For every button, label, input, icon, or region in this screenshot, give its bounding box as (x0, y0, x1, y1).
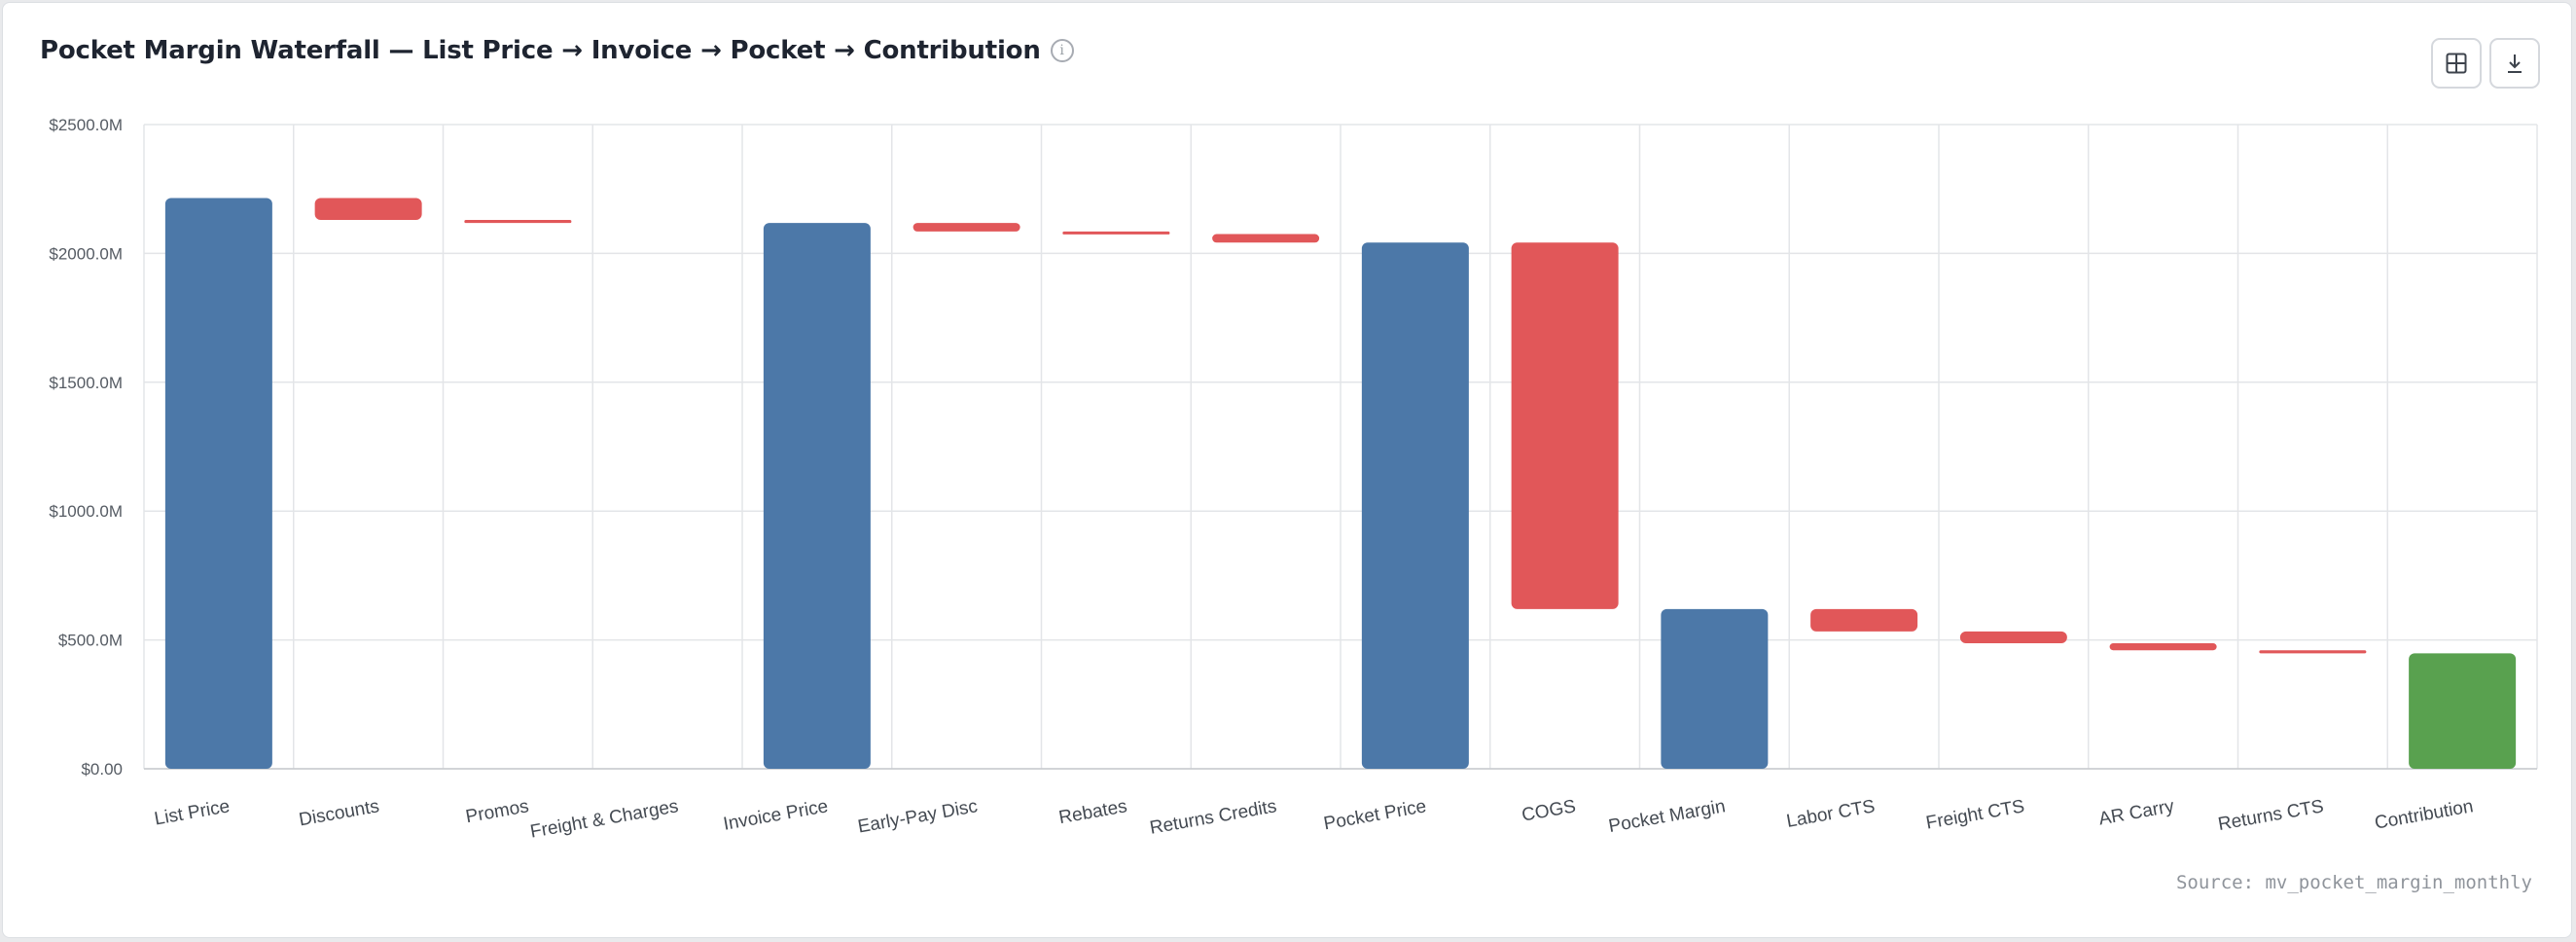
chart-title: Pocket Margin Waterfall — List Price → I… (40, 36, 1041, 65)
y-tick-label: $500.0M (58, 632, 123, 650)
x-tick-label: List Price (153, 796, 232, 829)
waterfall-bar (164, 198, 272, 769)
x-tick-label: Early-Pay Disc (856, 796, 979, 837)
waterfall-bar (1959, 631, 2067, 644)
waterfall-bar (1361, 242, 1469, 770)
table-grid-icon (2446, 53, 2467, 74)
waterfall-bar (1661, 608, 1769, 769)
waterfall-bar (2409, 653, 2517, 769)
x-tick-label: Rebates (1057, 796, 1128, 828)
download-icon (2508, 54, 2522, 73)
x-tick-label: Contribution (2373, 796, 2475, 833)
waterfall-bar (1810, 608, 1918, 632)
waterfall-bar (314, 198, 422, 220)
x-tick-label: Discounts (298, 796, 381, 830)
x-tick-label: Returns CTS (2216, 796, 2325, 835)
title-row: Pocket Margin Waterfall — List Price → I… (40, 36, 1074, 65)
waterfall-bar (1212, 234, 1320, 243)
x-tick-label: COGS (1521, 796, 1578, 825)
source-caption: Source: mv_pocket_margin_monthly (2175, 872, 2532, 893)
waterfall-bar (1062, 231, 1170, 235)
download-button[interactable] (2489, 38, 2540, 89)
waterfall-bar (464, 219, 572, 224)
x-tick-label: Pocket Price (1322, 796, 1428, 834)
waterfall-bar (763, 223, 871, 770)
waterfall-bar (2259, 650, 2367, 654)
y-tick-label: $1000.0M (49, 502, 123, 521)
x-tick-label: Freight CTS (1924, 796, 2026, 833)
x-tick-label: Returns Credits (1148, 796, 1278, 839)
table-view-button[interactable] (2431, 38, 2482, 89)
x-tick-label: Pocket Margin (1607, 796, 1727, 837)
x-tick-label: Freight & Charges (529, 796, 680, 842)
y-tick-label: $2500.0M (49, 116, 123, 134)
y-tick-label: $0.00 (81, 760, 123, 779)
waterfall-bar (912, 223, 1020, 232)
x-tick-label: Invoice Price (722, 796, 830, 835)
y-tick-label: $2000.0M (49, 244, 123, 263)
x-tick-label: Promos (464, 796, 530, 827)
waterfall-bar (1511, 242, 1619, 609)
x-tick-label: Labor CTS (1785, 796, 1877, 832)
x-tick-label: AR Carry (2097, 796, 2176, 829)
waterfall-bar (2109, 643, 2217, 651)
y-tick-label: $1500.0M (49, 374, 123, 392)
info-icon[interactable]: i (1050, 39, 1074, 62)
